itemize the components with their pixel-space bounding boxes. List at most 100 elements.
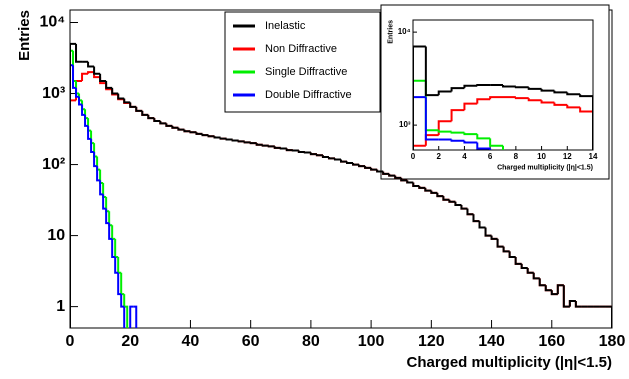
histogram-bin	[437, 90, 452, 96]
y-tick-label: 1	[56, 298, 65, 315]
histogram-bin	[249, 142, 257, 145]
histogram-bin	[579, 94, 593, 150]
histogram-bin	[201, 133, 209, 137]
histogram-bin	[346, 161, 354, 165]
x-tick-label: 0	[411, 152, 416, 161]
histogram-bin	[120, 294, 125, 308]
y-axis-label: Entries	[16, 10, 33, 61]
histogram-bin	[117, 272, 122, 296]
histogram-bin	[476, 134, 491, 140]
histogram-bin	[123, 306, 126, 328]
histograms	[413, 45, 593, 150]
histogram-bin	[90, 138, 95, 154]
x-tick-label: 6	[488, 152, 493, 161]
histogram-bin	[114, 238, 119, 258]
x-tick-label: 14	[589, 152, 598, 161]
histogram-bin	[490, 235, 498, 240]
histogram-bin	[153, 118, 161, 123]
histogram-bin	[466, 208, 474, 216]
histogram-bin	[135, 106, 143, 112]
x-tick-label: 40	[182, 333, 200, 350]
histogram-bin	[352, 163, 360, 166]
histogram-bin	[424, 187, 432, 192]
x-tick-label: 60	[242, 333, 260, 350]
histogram-bin	[99, 73, 107, 83]
histogram-bin	[553, 90, 568, 94]
histogram-bin	[165, 123, 173, 127]
histogram-bin	[75, 43, 83, 63]
histogram-bin	[129, 305, 134, 328]
histogram-bin	[442, 196, 450, 201]
x-tick-label: 120	[418, 333, 445, 350]
histogram-bin	[605, 305, 612, 328]
y-tick-label: 10³	[42, 85, 65, 102]
histogram-bin	[105, 81, 113, 89]
histogram-bin	[111, 87, 119, 95]
histogram-bin	[219, 137, 227, 140]
histogram-bin	[255, 143, 263, 146]
histogram-bin	[117, 93, 125, 100]
histogram-bin	[376, 169, 384, 173]
histogram-bin	[195, 132, 203, 135]
histogram-bin	[108, 223, 113, 240]
histogram-bin	[508, 251, 516, 258]
histogram-bin	[566, 104, 581, 109]
histogram-bin	[579, 107, 593, 150]
histogram-bin	[120, 272, 125, 296]
histogram-bin	[333, 158, 341, 161]
histogram-bin	[382, 171, 390, 175]
histogram-bin	[243, 141, 251, 144]
x-tick-label: 140	[478, 333, 505, 350]
histogram-bin	[225, 138, 233, 141]
x-tick-label: 180	[599, 333, 626, 350]
histogram-bin	[489, 96, 503, 100]
histogram-bin	[111, 225, 116, 240]
histogram-bin	[424, 97, 439, 141]
y-tick-label: 10⁴	[39, 14, 65, 31]
histogram-bin	[147, 114, 155, 120]
histogram-bin	[273, 146, 281, 149]
histogram-bin	[514, 97, 529, 100]
histogram-bin	[141, 110, 149, 116]
histogram-bin	[117, 256, 122, 274]
histogram-bin	[237, 140, 245, 143]
x-axis-label: Charged multiplicity (|η|<1.5)	[497, 164, 593, 171]
histogram-bin	[514, 256, 522, 265]
histogram-bin	[358, 164, 366, 168]
histogram-bin	[540, 88, 555, 92]
histogram-bin	[568, 299, 576, 307]
x-tick-label: 4	[462, 152, 467, 161]
histogram-bin	[550, 290, 558, 296]
histogram-bin	[129, 102, 137, 108]
x-tick-label: 8	[514, 152, 519, 161]
x-tick-label: 20	[121, 333, 139, 350]
histogram-bin	[70, 64, 74, 328]
histogram-bin	[437, 130, 452, 133]
x-tick-label: 2	[436, 152, 441, 161]
histogram-bin	[478, 221, 486, 229]
histogram-bin	[75, 87, 80, 98]
histogram-bin	[309, 152, 317, 156]
histogram-bin	[430, 190, 438, 194]
histogram-bin	[544, 285, 552, 292]
histogram-bin	[413, 96, 426, 150]
legend-label: Double Diffractive	[265, 89, 352, 101]
histogram-bin	[93, 152, 98, 168]
histograms	[70, 42, 612, 328]
histogram-bin	[114, 256, 119, 274]
legend-label: Single Diffractive	[265, 66, 347, 78]
histogram-bin	[111, 238, 116, 258]
histogram-bin	[177, 127, 185, 131]
histogram-bin	[502, 246, 510, 253]
histogram-bin	[70, 99, 77, 328]
y-tick-label: 10²	[42, 156, 65, 173]
histogram-bin	[70, 42, 77, 328]
histogram-bin	[514, 86, 529, 89]
histogram-bin	[297, 150, 305, 154]
histogram-bin	[87, 61, 95, 68]
histogram-bin	[520, 263, 528, 269]
histogram-bin	[463, 102, 478, 111]
histogram-bin	[526, 267, 534, 274]
histogram-bin	[231, 139, 239, 142]
